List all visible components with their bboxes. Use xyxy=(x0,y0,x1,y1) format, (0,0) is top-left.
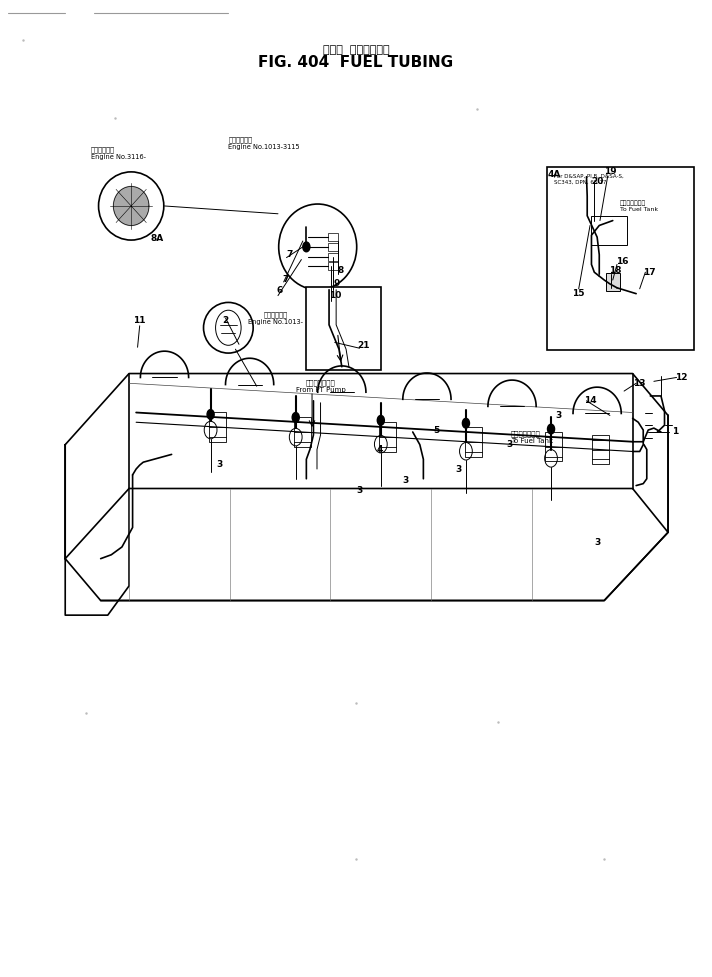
Text: 3: 3 xyxy=(455,464,461,474)
Text: 4: 4 xyxy=(376,446,382,454)
Text: FIG. 404  FUEL TUBING: FIG. 404 FUEL TUBING xyxy=(258,55,454,69)
Circle shape xyxy=(548,424,555,434)
Text: 3: 3 xyxy=(555,411,561,420)
Circle shape xyxy=(462,418,469,428)
Bar xyxy=(592,435,609,464)
Text: 16: 16 xyxy=(617,257,629,266)
Text: 11: 11 xyxy=(133,317,146,325)
Circle shape xyxy=(292,412,299,422)
Bar xyxy=(545,432,562,461)
Text: 18: 18 xyxy=(609,266,622,275)
Text: 13: 13 xyxy=(634,379,646,388)
Text: 3: 3 xyxy=(594,537,600,546)
Bar xyxy=(306,287,381,369)
Bar xyxy=(606,274,620,291)
Polygon shape xyxy=(113,187,149,226)
Text: 20: 20 xyxy=(591,177,603,187)
Text: 2: 2 xyxy=(222,317,229,325)
Circle shape xyxy=(377,415,384,425)
Text: 12: 12 xyxy=(674,373,687,382)
Text: エンジン番号
Engine No.1013-: エンジン番号 Engine No.1013- xyxy=(248,312,303,324)
Text: 3: 3 xyxy=(357,486,362,495)
Text: フェルタンクへ
To Fuel Tank: フェルタンクへ To Fuel Tank xyxy=(511,430,553,444)
Circle shape xyxy=(207,409,214,419)
Bar xyxy=(328,253,337,261)
Text: 3: 3 xyxy=(216,459,223,469)
Bar xyxy=(294,417,311,446)
Text: 1: 1 xyxy=(672,428,679,437)
Text: 17: 17 xyxy=(643,268,655,276)
Circle shape xyxy=(303,242,310,252)
Text: 7: 7 xyxy=(286,250,293,259)
Bar xyxy=(209,412,226,442)
Bar xyxy=(328,243,337,251)
Bar xyxy=(464,428,481,456)
Text: 19: 19 xyxy=(604,167,616,177)
Text: エンジン番号
Engine No.1013-3115: エンジン番号 Engine No.1013-3115 xyxy=(229,137,300,150)
Text: 15: 15 xyxy=(572,289,585,298)
Bar xyxy=(379,422,397,451)
Text: 14: 14 xyxy=(584,397,597,405)
Bar xyxy=(592,216,627,245)
Text: 10: 10 xyxy=(328,291,341,300)
Bar xyxy=(548,167,694,350)
Text: 21: 21 xyxy=(357,341,370,350)
Ellipse shape xyxy=(278,204,357,290)
Text: 3: 3 xyxy=(402,476,409,486)
Bar xyxy=(328,263,337,271)
Text: フェルタンクへ
To Fuel Tank: フェルタンクへ To Fuel Tank xyxy=(620,200,658,212)
Text: 6: 6 xyxy=(276,286,283,295)
Text: エンジン番号
Engine No.3116-: エンジン番号 Engine No.3116- xyxy=(90,147,146,160)
Text: フェル  チュービング: フェル チュービング xyxy=(323,45,389,55)
Text: For D&SAP, Pl.B, D&SA-S,
SC343, DPN, 65-17: For D&SAP, Pl.B, D&SA-S, SC343, DPN, 65-… xyxy=(554,174,624,185)
Text: 3: 3 xyxy=(506,441,513,449)
Ellipse shape xyxy=(98,172,164,240)
Text: プトポンプより
From PT Pump: プトポンプより From PT Pump xyxy=(295,379,345,393)
Text: 9: 9 xyxy=(334,279,340,288)
Text: 8: 8 xyxy=(338,266,344,275)
Text: 4A: 4A xyxy=(548,170,560,180)
Text: 8A: 8A xyxy=(151,234,164,242)
Text: 7: 7 xyxy=(282,275,288,283)
Bar xyxy=(328,234,337,241)
Text: 5: 5 xyxy=(434,426,440,435)
